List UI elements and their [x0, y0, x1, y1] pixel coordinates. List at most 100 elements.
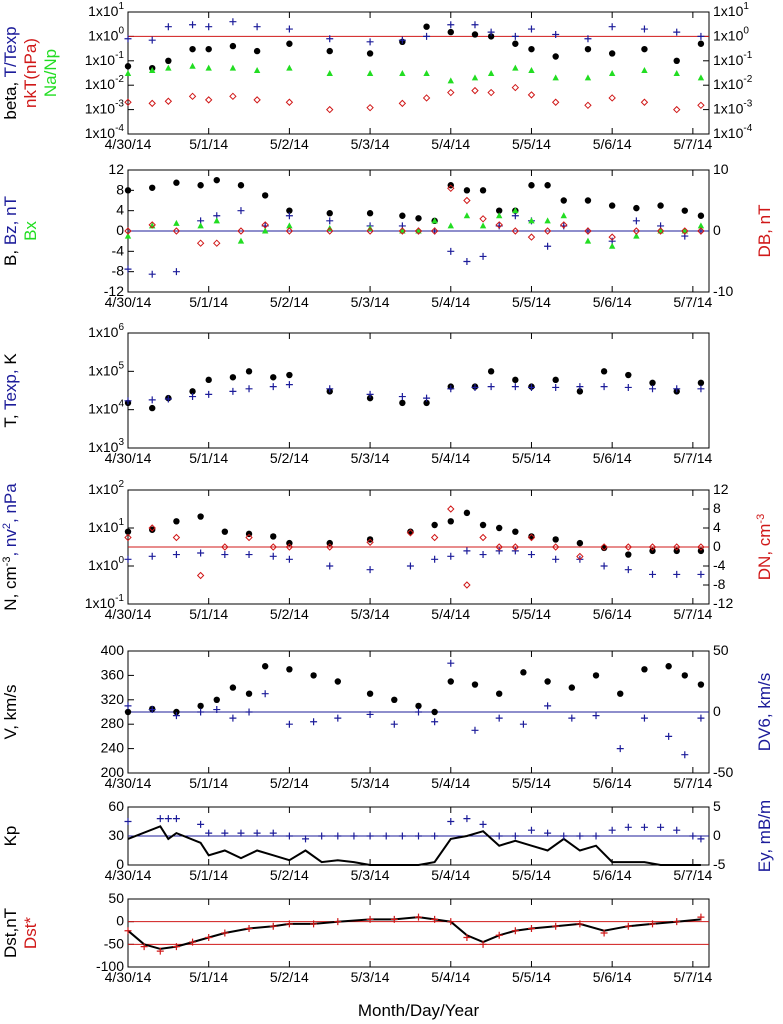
panel-frame: [127, 11, 710, 135]
x-tick-label: 5/2/14: [270, 867, 309, 883]
x-tick-label: 5/6/14: [593, 294, 632, 310]
data-point-na-np: [584, 74, 592, 81]
right-tick-label: 0: [713, 703, 721, 719]
right-tick-label-base: 4: [713, 519, 721, 535]
data-point-dv6: [334, 714, 342, 722]
data-point-nv2: [600, 562, 608, 570]
x-tick-label: 4/30/14: [105, 294, 152, 310]
data-point-dn: [479, 533, 487, 542]
x-tick-label: 5/2/14: [270, 294, 309, 310]
data-point-dv6: [640, 714, 648, 722]
data-point-dv6: [519, 720, 527, 728]
right-tick-label-base: 12: [713, 481, 729, 497]
y-tick-label: 1x104: [88, 398, 124, 416]
data-point-db: [463, 196, 471, 205]
x-tick-label: 5/7/14: [673, 867, 712, 883]
right-tick-label-exponent: -4: [743, 123, 752, 134]
data-point-ey: [495, 832, 503, 840]
y-axis-label: V, km/s: [1, 684, 20, 739]
data-point-b: [173, 179, 180, 186]
y-tick-label-base: 30: [108, 827, 124, 843]
right-tick-label: -4: [713, 557, 726, 573]
data-point-texp: [552, 383, 560, 391]
data-point-dst-: [189, 938, 197, 946]
data-point-ey: [285, 832, 293, 840]
data-point-beta: [326, 47, 333, 55]
right-tick-label: -10: [713, 283, 733, 299]
data-point-nkt-npa-: [285, 98, 294, 106]
data-point-nkt-npa-: [253, 96, 261, 104]
y-tick-label-base: -50: [104, 935, 124, 951]
x-tick-label: 5/5/14: [512, 867, 551, 883]
x-tick-label: 4/30/14: [105, 606, 152, 622]
data-point-na-np: [366, 70, 374, 77]
data-point-bz: [326, 217, 334, 225]
data-point-n: [495, 524, 503, 532]
data-point-dv6: [681, 751, 689, 759]
x-tick-label: 5/6/14: [593, 775, 632, 791]
data-point-nv2: [172, 551, 180, 559]
data-point-bz: [237, 207, 245, 215]
data-point-bx: [261, 227, 269, 234]
right-tick-label-base: -10: [713, 283, 733, 299]
data-point-nkt-npa-: [188, 92, 197, 101]
right-axis-label-part: DN, cm: [755, 524, 774, 581]
data-point-bx: [124, 232, 132, 239]
data-point-na-np: [697, 74, 705, 81]
data-point-db: [124, 227, 132, 235]
y-tick-label-base: 1x10: [85, 125, 116, 141]
data-point-dst-: [245, 924, 253, 932]
data-point-n: [463, 509, 471, 517]
data-point-dst-: [221, 929, 229, 937]
y-tick-label: 360: [101, 666, 125, 682]
data-point-texp: [398, 393, 406, 401]
data-point-v: [697, 681, 705, 688]
data-point-dv6: [568, 714, 576, 722]
data-point-ey: [253, 829, 261, 837]
right-tick-label: 0: [713, 222, 721, 238]
data-point-dst-: [576, 920, 584, 928]
data-point-v: [665, 663, 672, 670]
data-point-dn: [600, 543, 608, 551]
y-tick-label-base: 4: [116, 201, 124, 217]
data-point-beta: [205, 45, 212, 53]
x-tick-label: 5/4/14: [431, 136, 470, 152]
data-point-na-np: [124, 70, 132, 77]
x-tick-label: 5/1/14: [189, 606, 228, 622]
x-tick-label: 4/30/14: [105, 775, 152, 791]
data-point-n: [221, 528, 229, 535]
data-point-ey: [197, 820, 205, 828]
data-point-db: [697, 227, 705, 235]
data-point-bx: [173, 219, 180, 226]
data-point-t-texp: [205, 23, 213, 31]
y-tick-label: 1x106: [88, 322, 124, 340]
right-axis-label-part: Ey, mB/m: [755, 800, 774, 872]
data-point-bx: [528, 217, 535, 224]
y-axis-label-part: , nPa: [1, 483, 20, 523]
data-point-n: [552, 536, 559, 543]
x-tick-label: 5/7/14: [673, 450, 712, 466]
data-point-beta: [512, 40, 519, 47]
x-tick-label: 4/30/14: [105, 867, 152, 883]
right-axis-label-part: -3: [755, 514, 767, 524]
y-tick-label-exponent: -4: [115, 123, 124, 134]
x-tick-label: 5/7/14: [673, 294, 712, 310]
y-tick-label-base: 1x10: [85, 52, 116, 68]
data-point-db: [430, 227, 439, 235]
data-point-t: [149, 404, 156, 412]
data-point-dst-: [600, 929, 608, 937]
x-tick-label: 5/4/14: [431, 775, 470, 791]
y-tick-label-exponent: -1: [115, 593, 124, 604]
data-point-b: [657, 202, 664, 209]
y-tick-label-exponent: 6: [118, 322, 124, 333]
data-point-ey: [463, 815, 471, 823]
data-point-na-np: [471, 74, 479, 81]
data-point-dn: [285, 543, 294, 551]
data-point-b: [479, 187, 487, 194]
data-point-texp: [471, 383, 479, 391]
data-point-db: [479, 215, 487, 223]
data-point-v: [124, 708, 132, 716]
x-tick-label: 5/2/14: [270, 136, 309, 152]
data-point-t-texp: [164, 23, 172, 31]
right-tick-label-base: 1x10: [713, 27, 744, 43]
